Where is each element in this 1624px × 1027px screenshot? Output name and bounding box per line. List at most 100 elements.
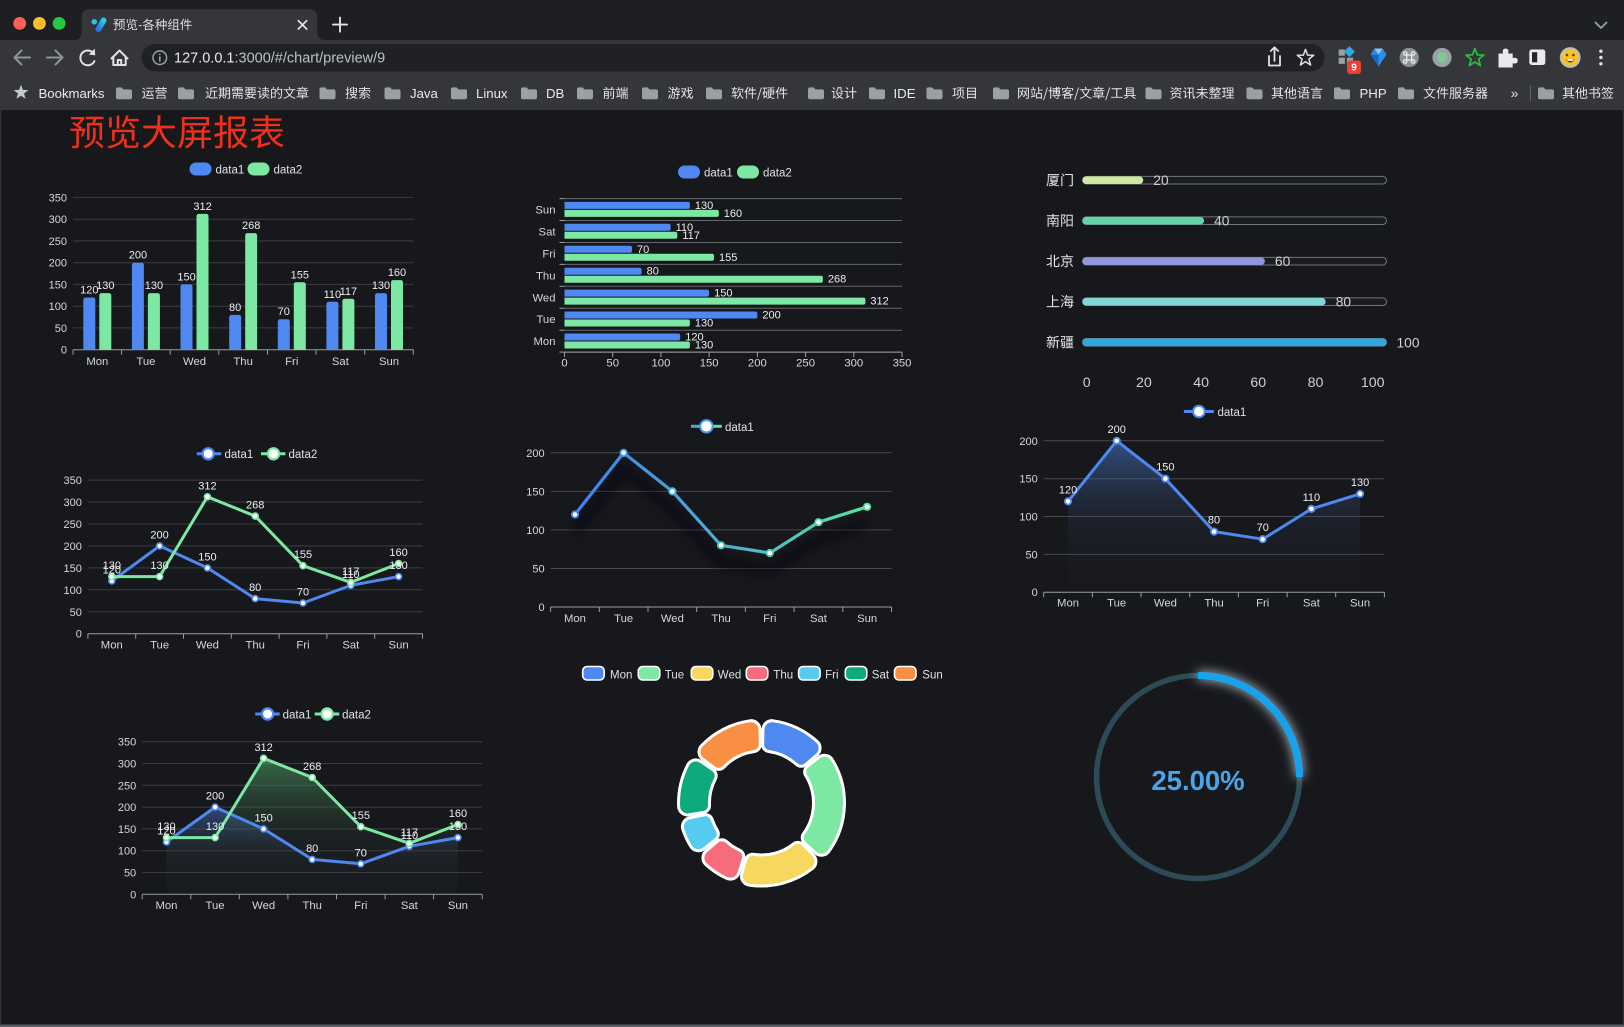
svg-text:Sun: Sun (448, 900, 468, 912)
svg-text:250: 250 (49, 236, 67, 248)
svg-text:268: 268 (246, 500, 264, 512)
svg-text:20: 20 (1153, 173, 1169, 188)
svg-text:150: 150 (254, 812, 272, 824)
svg-text:0: 0 (561, 358, 567, 370)
svg-text:268: 268 (242, 220, 260, 232)
svg-text:200: 200 (206, 791, 224, 803)
svg-text:100: 100 (1397, 335, 1420, 350)
svg-text:300: 300 (49, 214, 67, 226)
svg-text:200: 200 (526, 448, 544, 460)
svg-text:150: 150 (714, 288, 732, 300)
svg-text:117: 117 (401, 827, 419, 839)
svg-text:Thu: Thu (245, 640, 264, 652)
svg-text:312: 312 (254, 742, 272, 754)
svg-text:Sat: Sat (872, 669, 890, 681)
svg-text:250: 250 (64, 519, 82, 531)
svg-text:200: 200 (49, 258, 67, 270)
svg-text:117: 117 (340, 286, 358, 298)
svg-text:Sat: Sat (332, 356, 350, 368)
svg-text:100: 100 (1019, 512, 1037, 524)
svg-text:300: 300 (118, 759, 136, 771)
svg-text:»: » (1511, 85, 1519, 101)
svg-text:Thu: Thu (773, 669, 793, 681)
svg-text:150: 150 (1156, 462, 1174, 474)
svg-text:Thu: Thu (1204, 598, 1223, 610)
svg-text:70: 70 (297, 586, 309, 598)
svg-text:150: 150 (198, 551, 216, 563)
svg-text:Linux: Linux (476, 86, 508, 101)
svg-text:150: 150 (49, 279, 67, 291)
svg-text:110: 110 (324, 289, 342, 301)
svg-text:Sun: Sun (389, 640, 409, 652)
svg-text:120: 120 (103, 565, 121, 577)
svg-text:Wed: Wed (661, 613, 684, 625)
svg-text:130: 130 (1351, 477, 1369, 489)
svg-text:130: 130 (372, 280, 390, 292)
svg-text:130: 130 (695, 200, 713, 212)
svg-text:data1: data1 (216, 165, 245, 177)
svg-text:350: 350 (118, 737, 136, 749)
svg-text:Thu: Thu (233, 356, 252, 368)
svg-text:Fri: Fri (763, 613, 776, 625)
svg-text:Fri: Fri (1256, 598, 1269, 610)
svg-text:40: 40 (1193, 375, 1209, 391)
svg-text:130: 130 (150, 560, 168, 572)
svg-text:312: 312 (870, 296, 888, 308)
svg-text:Wed: Wed (532, 292, 555, 304)
svg-text:130: 130 (449, 821, 467, 833)
svg-text:100: 100 (118, 846, 136, 858)
svg-text:Sun: Sun (857, 613, 877, 625)
svg-text:0: 0 (538, 602, 544, 614)
svg-text:117: 117 (682, 230, 700, 242)
svg-text:data1: data1 (725, 422, 754, 434)
svg-text:0: 0 (1083, 375, 1091, 391)
svg-text:Mon: Mon (610, 669, 632, 681)
svg-text:155: 155 (352, 810, 370, 822)
svg-text:120: 120 (157, 825, 175, 837)
svg-text:150: 150 (118, 824, 136, 836)
svg-text:40: 40 (1214, 214, 1230, 229)
svg-text:100: 100 (49, 301, 67, 313)
svg-text:Sat: Sat (1303, 598, 1321, 610)
svg-text:Mon: Mon (534, 336, 556, 348)
svg-text:DB: DB (546, 86, 565, 101)
svg-text:100: 100 (652, 358, 671, 370)
svg-text:Sat: Sat (401, 900, 419, 912)
svg-text:data1: data1 (283, 710, 312, 722)
svg-text:150: 150 (700, 358, 719, 370)
svg-text:160: 160 (724, 208, 742, 220)
svg-text:70: 70 (637, 244, 649, 256)
svg-text:110: 110 (676, 222, 694, 234)
svg-text:Fri: Fri (542, 248, 555, 260)
svg-text:Java: Java (410, 86, 439, 101)
svg-text:Mon: Mon (1057, 598, 1079, 610)
svg-text:Sun: Sun (1350, 598, 1370, 610)
svg-text:80: 80 (306, 843, 318, 855)
svg-text:130: 130 (206, 821, 224, 833)
svg-text:Mon: Mon (155, 900, 177, 912)
svg-text:Tue: Tue (136, 356, 155, 368)
svg-text:data2: data2 (289, 449, 318, 461)
svg-text:200: 200 (64, 541, 82, 553)
svg-text:60: 60 (1250, 375, 1266, 391)
svg-text:250: 250 (118, 780, 136, 792)
svg-text:155: 155 (291, 269, 309, 281)
svg-text:Sat: Sat (810, 613, 828, 625)
svg-text:50: 50 (70, 607, 82, 619)
svg-text:Sun: Sun (922, 669, 942, 681)
svg-text:Mon: Mon (86, 356, 108, 368)
svg-text:Thu: Thu (302, 900, 321, 912)
svg-text:312: 312 (198, 480, 216, 492)
svg-text:200: 200 (1019, 436, 1037, 448)
svg-text:Fri: Fri (296, 640, 309, 652)
svg-text:250: 250 (796, 358, 815, 370)
svg-text:0: 0 (1032, 587, 1038, 599)
svg-text:20: 20 (1136, 375, 1152, 391)
svg-text:80: 80 (1208, 515, 1220, 527)
svg-text:Tue: Tue (665, 669, 684, 681)
svg-text:155: 155 (294, 549, 312, 561)
svg-text:200: 200 (129, 250, 147, 262)
svg-text:80: 80 (229, 302, 241, 314)
svg-text:150: 150 (64, 563, 82, 575)
svg-text:130: 130 (145, 280, 163, 292)
